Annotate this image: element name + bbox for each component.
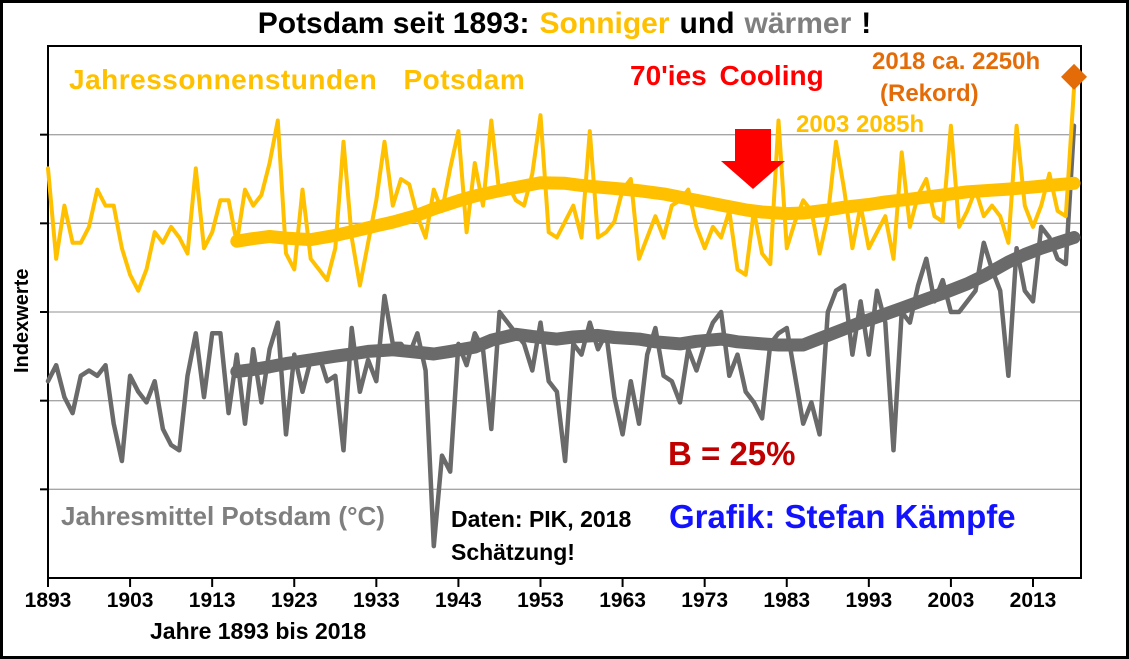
x-tick-label: 1913 [188,589,236,612]
record-diamond-icon [1061,63,1088,90]
x-tick-label: 2003 [927,589,975,612]
x-tick-label: 1973 [681,589,729,612]
temperature-mean-line [230,231,1081,379]
plot-border [47,45,1082,579]
x-tick-label: 1953 [517,589,564,612]
y-axis-title: Indexwerte [11,268,33,373]
data-source-label-line1: Daten: PIK, 2018 [451,506,632,532]
title-part-sonniger: Sonniger [539,7,670,40]
title-part-waermer: wärmer [744,7,852,40]
x-axis-title: Jahre 1893 bis 2018 [150,618,367,644]
record-2018-label-line1: 2018 ca. 2250h [872,48,1041,75]
record-2018-label-line2: (Rekord) [880,80,979,107]
x-tick-label: 1933 [352,589,400,612]
temperature-series-label: Jahresmittel Potsdam (°C) [61,501,385,531]
x-tick-label: 1923 [270,589,318,612]
x-tick-label: 1993 [845,589,893,612]
x-tick-label: 2013 [1009,589,1057,612]
b-coefficient-label: B = 25% [668,435,796,472]
credit-label: Grafik: Stefan Kämpfe [669,498,1016,535]
title-part-excl: ! [861,7,872,40]
cooling-annotation-label: 70'ies Cooling [630,60,824,91]
sunshine-annual-line [46,86,1076,293]
x-tick-label: 1983 [763,589,811,612]
sunshine-mean-line [230,176,1081,248]
data-source-label-line2: Schätzung! [451,539,575,565]
sunshine-series-label: Jahressonnenstunden Potsdam [69,64,526,95]
x-tick-label: 1963 [599,589,646,612]
chart-title: Potsdam seit 1893: Sonniger und wärmer! [3,7,1126,41]
title-part-und: und [679,7,735,40]
x-tick-label: 1943 [435,589,482,612]
year-2003-label: 2003 2085h [796,111,925,138]
chart-canvas [40,45,1088,587]
cooling-arrow-icon [721,129,785,189]
x-tick-label: 1903 [106,589,154,612]
title-part-1: Potsdam seit 1893: [257,7,530,40]
x-tick-label: 1893 [24,589,72,612]
